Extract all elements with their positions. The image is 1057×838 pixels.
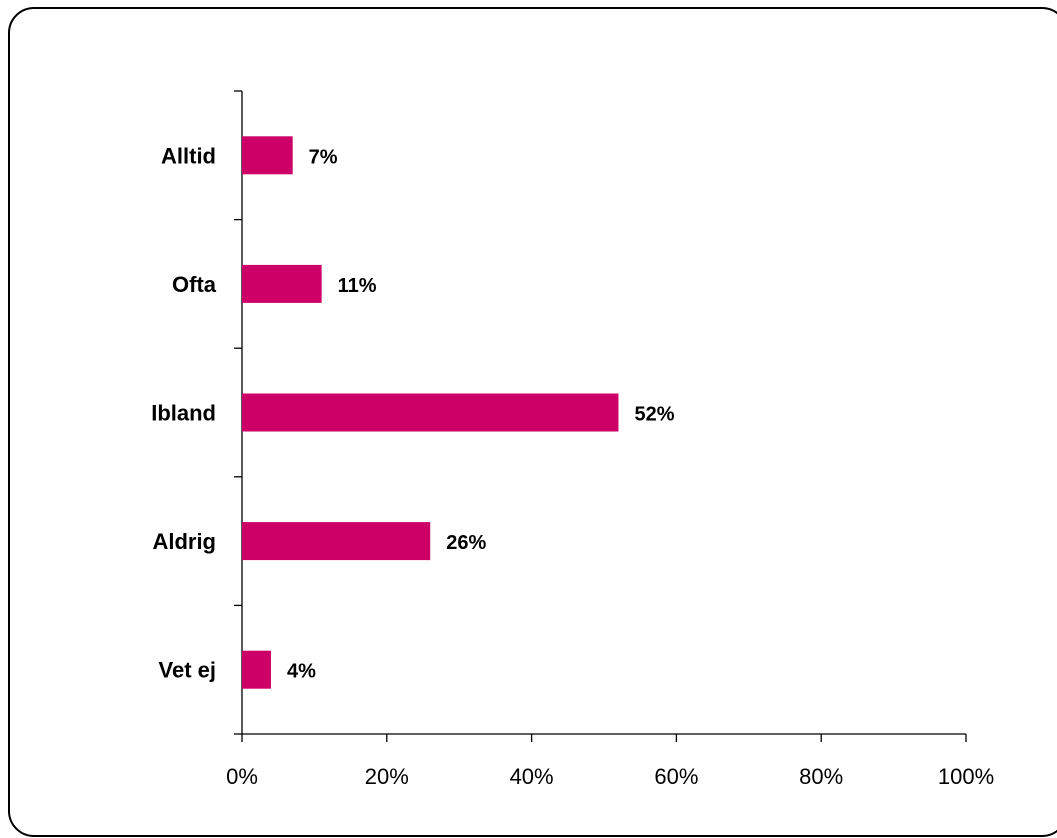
data-label: 7% <box>309 146 338 168</box>
x-tick-label: 100% <box>938 764 994 789</box>
x-tick-label: 20% <box>365 764 409 789</box>
data-label: 4% <box>287 661 316 683</box>
data-label: 52% <box>634 404 674 426</box>
category-label: Aldrig <box>152 529 216 554</box>
category-label: Alltid <box>161 143 216 168</box>
category-label: Ofta <box>172 272 217 297</box>
bar-aldrig <box>242 522 431 561</box>
bars <box>242 136 619 689</box>
category-label: Ibland <box>151 401 216 426</box>
category-label: Vet ej <box>159 658 216 683</box>
x-tick-label: 80% <box>799 764 843 789</box>
data-label: 26% <box>446 532 486 554</box>
x-tick-label: 0% <box>226 764 258 789</box>
data-label: 11% <box>338 275 377 297</box>
labels: 0% 20% 40% 60% 80% 100% Alltid 7% Ofta 11% Ibland 5… <box>151 143 994 789</box>
bar-ofta <box>242 264 322 303</box>
bar-alltid <box>242 136 293 175</box>
x-tick-label: 40% <box>510 764 554 789</box>
bar-vet-ej <box>242 650 271 689</box>
x-tick-label: 60% <box>654 764 698 789</box>
bar-ibland <box>242 393 619 432</box>
